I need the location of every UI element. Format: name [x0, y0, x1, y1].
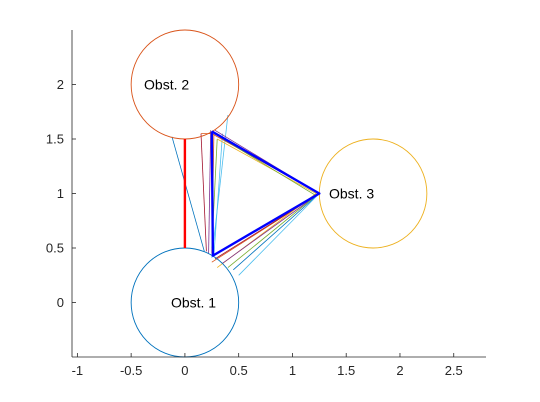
candidate-path-6: [171, 136, 205, 252]
candidate-path-13: [238, 193, 320, 276]
x-tick-label: 2: [396, 363, 403, 378]
y-tick-label: 0.5: [46, 241, 64, 256]
x-tick-label: 0: [181, 363, 188, 378]
blue-path: [210, 130, 321, 257]
candidate-path-4: [200, 133, 207, 252]
thin-lines-layer: [171, 114, 321, 276]
y-tick-label: 2: [57, 77, 64, 92]
obstacle-label-3: Obst. 3: [329, 186, 374, 202]
obstacle-label-2: Obst. 2: [144, 77, 189, 93]
y-tick-label: 0: [57, 295, 64, 310]
candidate-path-3: [208, 130, 212, 254]
obstacle-labels: Obst. 1 Obst. 2 Obst. 3: [144, 77, 374, 311]
candidate-path-12: [233, 193, 320, 271]
x-tick-label: 1.5: [337, 363, 355, 378]
obstacle-label-1: Obst. 1: [171, 295, 216, 311]
y-tick-label: 1.5: [46, 132, 64, 147]
x-tick-label: -0.5: [120, 363, 142, 378]
x-tick-label: 0.5: [230, 363, 248, 378]
x-tick-label: -1: [72, 363, 84, 378]
y-tick-label: 1: [57, 186, 64, 201]
candidate-path-7: [213, 133, 223, 256]
candidate-path-10: [214, 129, 321, 264]
x-tick-label: 1: [289, 363, 296, 378]
x-tick-label: 2.5: [445, 363, 463, 378]
paths-layer: [183, 130, 321, 257]
axes: -1 -0.5 0 0.5 1 1.5 2 2.5 0 0.5 1 1.5 2: [46, 30, 486, 378]
